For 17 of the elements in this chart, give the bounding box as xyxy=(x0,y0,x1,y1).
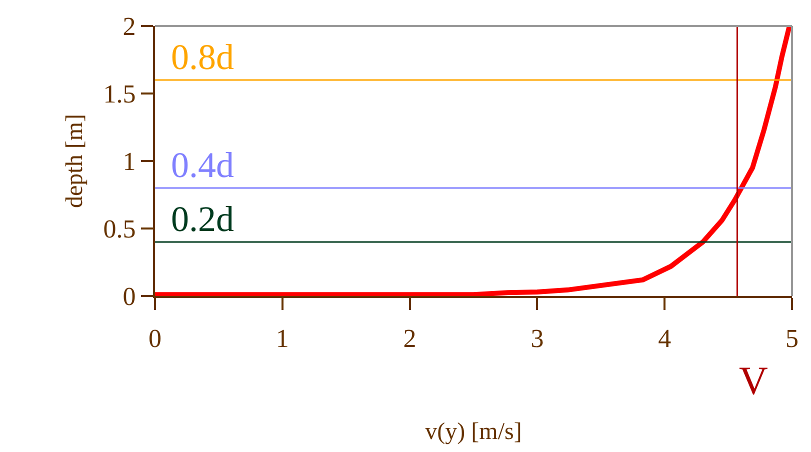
ref-line-label: V xyxy=(739,358,768,403)
y-tick-label: 1.5 xyxy=(103,80,136,109)
y-tick-label: 0.5 xyxy=(103,214,136,244)
x-tick-label: 1 xyxy=(276,324,289,354)
x-tick-label: 2 xyxy=(403,324,416,354)
y-tick-label: 2 xyxy=(122,12,136,42)
ref-line-label: 0.8d xyxy=(171,37,234,77)
y-axis-title: depth [m] xyxy=(62,114,88,208)
ref-line-label: 0.2d xyxy=(171,199,234,239)
y-tick-label: 1 xyxy=(122,147,136,176)
x-tick-label: 3 xyxy=(530,324,544,354)
x-tick-label: 0 xyxy=(148,324,162,354)
ref-line-label: 0.4d xyxy=(171,145,234,185)
x-axis-title: v(y) [m/s] xyxy=(425,419,522,445)
x-tick-label: 4 xyxy=(658,324,672,354)
x-tick-label: 5 xyxy=(786,324,798,354)
y-tick-label: 0 xyxy=(122,282,136,312)
